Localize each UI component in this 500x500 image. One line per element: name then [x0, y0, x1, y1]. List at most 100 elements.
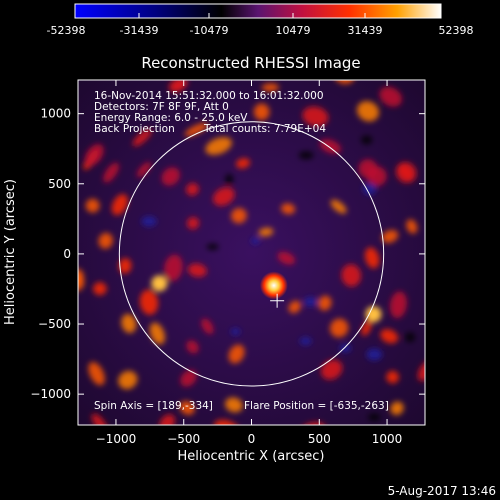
back-projection-fringes	[78, 80, 500, 500]
fringe-minimum	[303, 296, 317, 307]
x-tick-label: 1000	[372, 432, 403, 446]
colorbar-ticks	[74, 13, 442, 18]
fringe-blob	[149, 322, 165, 345]
fringe-blob	[85, 198, 100, 213]
fringe-blob	[186, 183, 199, 196]
fringe-blob	[85, 144, 104, 166]
colorbar-tick-label: -52398	[47, 24, 86, 37]
fringe-blob	[129, 453, 156, 476]
fringe-blob	[452, 341, 468, 365]
fringe-blob	[180, 369, 197, 387]
fringe-minimum	[251, 237, 260, 245]
fringe-blob	[471, 199, 494, 218]
fringe-blob	[179, 400, 195, 415]
x-tick-label: 500	[308, 432, 331, 446]
fringe-minimum	[298, 151, 314, 160]
fringe-blob	[330, 199, 347, 214]
annotation-energy-range: Energy Range: 6.0 - 25.0 keV	[94, 112, 248, 124]
y-axis-ticks: −1000 −500 0 500 1000	[30, 107, 425, 401]
fringe-blob	[361, 320, 372, 336]
x-axis-ticks: −1000 −500 0 500 1000	[96, 80, 403, 446]
fringe-blob	[258, 227, 274, 237]
fringe-minimum	[299, 337, 312, 346]
fringe-blob	[445, 400, 468, 423]
fringe-blob	[282, 475, 304, 491]
secondary-bright-spot	[151, 275, 168, 292]
fringe-blob	[159, 414, 176, 425]
y-axis-label: Heliocentric Y (arcsec)	[3, 179, 18, 325]
fringe-blob	[164, 254, 183, 282]
flare-position-marker	[270, 293, 285, 308]
fringe-blob	[228, 344, 245, 364]
fringe-blob	[118, 258, 132, 274]
fringe-blob	[320, 359, 343, 380]
chart-title: Reconstructed RHESSI Image	[141, 54, 360, 72]
fringe-minimum	[206, 243, 219, 251]
fringe-blob	[380, 329, 399, 344]
fringe-blob	[187, 217, 200, 230]
secondary-bright-spot	[365, 306, 382, 323]
fringe-blob	[88, 362, 105, 386]
fringe-blob	[236, 158, 250, 169]
colorbar-gradient	[74, 3, 442, 19]
colorbar-tick-labels: -52398 -31439 -10479 10479 31439 52398	[47, 24, 474, 37]
fringe-minimum	[225, 173, 234, 185]
solar-limb	[118, 121, 385, 387]
x-axis-label: Heliocentric X (arcsec)	[178, 449, 325, 464]
fringe-minimum	[366, 348, 383, 361]
fringe-blob	[78, 268, 84, 285]
fringe-blob	[186, 340, 199, 354]
fringe-blob	[103, 162, 119, 183]
annotation-method: Back Projection	[94, 123, 175, 135]
colorbar-tick-label: 52398	[439, 24, 474, 37]
fringe-blob	[118, 370, 138, 390]
flare-source	[259, 271, 288, 300]
fringe-blob	[111, 194, 128, 216]
fringe-blob	[435, 313, 453, 332]
fringe-blob	[318, 295, 332, 311]
fringe-blob	[187, 263, 207, 278]
fringe-blob	[121, 314, 137, 334]
fringe-blob	[201, 318, 214, 335]
fringe-blob	[389, 291, 407, 319]
fringe-blob	[91, 413, 108, 425]
y-tick-label: −500	[38, 317, 71, 331]
footer-spin-axis: Spin Axis = [189,-334]	[94, 400, 213, 412]
fringe-blob	[418, 436, 438, 456]
fringe-blob	[184, 122, 208, 137]
fringe-blob	[277, 251, 296, 265]
fringe-blob	[478, 335, 495, 361]
fringe-blob	[429, 226, 451, 245]
fringe-minimum	[368, 413, 381, 421]
fringe-blob	[488, 270, 500, 297]
footer-flare-position: Flare Position = [-635,-263]	[244, 400, 389, 412]
fringe-blob	[319, 139, 341, 154]
fringe-blob	[406, 219, 418, 234]
fringe-blob	[261, 83, 279, 92]
fringe-blob	[367, 166, 387, 187]
fringe-blob	[386, 370, 399, 384]
fringe-blob	[432, 131, 453, 152]
x-tick-label: −500	[167, 432, 200, 446]
fringe-minimum	[404, 332, 416, 343]
fringe-blob	[404, 445, 428, 467]
fringe-minimum	[230, 328, 241, 336]
fringe-blob	[135, 458, 158, 477]
colorbar-tick-label: 10479	[276, 24, 311, 37]
fringe-blob	[356, 101, 380, 122]
y-tick-label: 0	[63, 247, 71, 261]
colorbar-tick-label: 31439	[348, 24, 383, 37]
fringe-blob	[225, 397, 243, 413]
fringe-blob	[212, 187, 235, 206]
colorbar: -52398 -31439 -10479 10479 31439 52398	[47, 3, 474, 37]
y-tick-label: 500	[48, 177, 71, 191]
fringe-blob	[205, 137, 232, 155]
colorbar-tick-label: -10479	[190, 24, 229, 37]
x-tick-label: −1000	[96, 432, 137, 446]
fringe-blob	[288, 300, 302, 314]
fringe-blob	[452, 214, 476, 243]
fringe-blob	[139, 289, 159, 315]
fringe-minimum	[362, 182, 377, 195]
fringe-blob	[242, 496, 262, 500]
